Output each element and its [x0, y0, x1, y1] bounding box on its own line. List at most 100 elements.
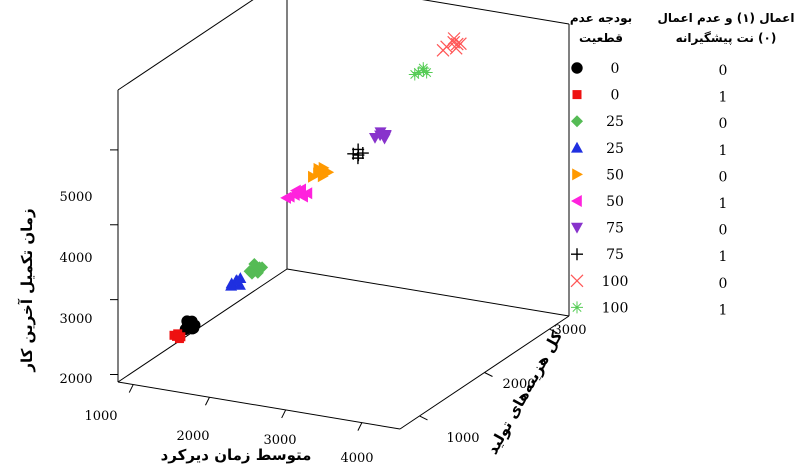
- x-tick-label: 1000: [84, 409, 117, 424]
- x-tick-label: 4000: [340, 451, 373, 466]
- box-edge: [286, 268, 570, 317]
- z-axis-title: زمان تکمیل آخرین کار: [18, 208, 36, 372]
- legend-marker: [571, 141, 583, 153]
- legend-policy-value: 1: [719, 302, 728, 318]
- data-point: [245, 267, 258, 280]
- data-point: [356, 147, 369, 160]
- legend-row: 25 0: [571, 114, 727, 132]
- legend-budget-value: 0: [611, 88, 620, 104]
- legend-budget-value: 50: [606, 167, 624, 183]
- y-tick-mark: [484, 372, 493, 377]
- series-triangle-up: [225, 272, 247, 291]
- legend-policy-value: 0: [719, 276, 728, 292]
- y-axis-title: کل هزینه‌های تولید: [483, 327, 566, 457]
- legend-policy-value: 0: [719, 169, 728, 185]
- legend-policy-header: اعمال (۱) و عدم اعمال: [658, 11, 795, 26]
- x-tick-label: 2000: [176, 429, 209, 444]
- legend-marker: [571, 248, 583, 261]
- series-square: [169, 329, 186, 344]
- y-axis-ticks: 1000 2000 3000: [446, 323, 586, 446]
- series-x: [436, 32, 467, 57]
- y-tick-label: 2000: [502, 377, 535, 392]
- x-axis-ticks: 1000 2000 3000 4000: [84, 409, 373, 466]
- data-point: [176, 332, 186, 342]
- legend-marker: [572, 90, 582, 100]
- box-edge: [117, 0, 254, 91]
- series-diamond: [243, 258, 269, 280]
- legend-budget-value: 0: [611, 61, 620, 77]
- z-tick-label: 4000: [59, 251, 92, 266]
- plot-box: [110, 0, 570, 431]
- series-triangle-left: [280, 183, 313, 204]
- legend-marker: [571, 195, 582, 207]
- data-point: [289, 184, 301, 197]
- legend-row: 50 0: [572, 167, 727, 185]
- legend-policy-header: (۰) نت پیشگیرانه: [676, 31, 777, 45]
- legend-budget-header: قطعیت: [579, 31, 623, 45]
- data-points: [169, 32, 467, 344]
- legend-marker: [571, 62, 583, 74]
- legend-row: 25 1: [571, 141, 727, 159]
- legend-policy-value: 0: [719, 223, 728, 239]
- x-tick-mark: [357, 422, 363, 431]
- series-triangle-right: [308, 161, 335, 183]
- series-triangle-down: [368, 127, 392, 145]
- data-point: [417, 62, 430, 75]
- data-point: [351, 152, 364, 165]
- z-tick-label: 3000: [59, 312, 92, 327]
- legend-policy-value: 1: [719, 143, 728, 159]
- data-point: [187, 322, 200, 334]
- legend-row: 100 0: [570, 274, 728, 292]
- legend-policy-value: 0: [719, 116, 728, 132]
- data-point: [453, 37, 467, 51]
- legend-marker: [570, 274, 584, 288]
- data-point: [420, 66, 433, 79]
- data-point: [256, 261, 269, 274]
- z-axis-ticks: 2000 3000 4000 5000: [59, 190, 92, 387]
- legend-row: 100 1: [571, 300, 727, 318]
- x-tick-mark: [205, 397, 210, 406]
- x-axis-title: متوسط زمان دیرکرد: [161, 446, 312, 464]
- x-tick-mark: [128, 384, 134, 393]
- z-tick-label: 5000: [59, 190, 92, 205]
- box-edge: [117, 381, 401, 430]
- legend-budget-value: 25: [606, 114, 624, 130]
- x-tick-mark: [281, 409, 287, 419]
- z-tick-label: 2000: [59, 372, 92, 387]
- data-point: [317, 170, 329, 183]
- legend-budget-value: 100: [602, 300, 629, 316]
- y-tick-mark: [419, 415, 428, 421]
- legend-policy-value: 1: [719, 249, 728, 265]
- series-asterisk: [408, 62, 433, 81]
- legend-policy-value: 1: [719, 196, 728, 212]
- series-circle: [179, 315, 201, 335]
- data-point: [301, 187, 313, 200]
- legend-policy-value: 1: [719, 90, 728, 106]
- legend-policy-value: 0: [719, 63, 728, 79]
- legend-row: 75 1: [571, 247, 727, 265]
- legend-marker: [571, 222, 583, 234]
- legend-budget-header: بودجه عدم: [570, 11, 632, 26]
- legend-budget-value: 75: [606, 247, 624, 263]
- legend-marker: [572, 168, 583, 181]
- legend-row: 50 1: [571, 194, 727, 212]
- x-tick-label: 3000: [263, 433, 296, 448]
- data-point: [436, 43, 450, 57]
- box-edge: [117, 268, 288, 383]
- data-point: [379, 131, 392, 142]
- legend-budget-value: 100: [602, 274, 629, 290]
- data-point: [412, 66, 425, 79]
- series-plus: [347, 143, 369, 165]
- legend-row: 75 0: [571, 221, 727, 239]
- legend: بودجه عدم قطعیت اعمال (۱) و عدم اعمال (۰…: [570, 11, 795, 318]
- legend-marker: [571, 301, 583, 314]
- y-tick-label: 1000: [446, 431, 479, 446]
- legend-budget-value: 25: [606, 141, 624, 157]
- legend-budget-value: 75: [606, 221, 624, 237]
- data-point: [408, 68, 421, 81]
- data-point: [450, 37, 464, 51]
- y-tick-mark: [549, 328, 558, 334]
